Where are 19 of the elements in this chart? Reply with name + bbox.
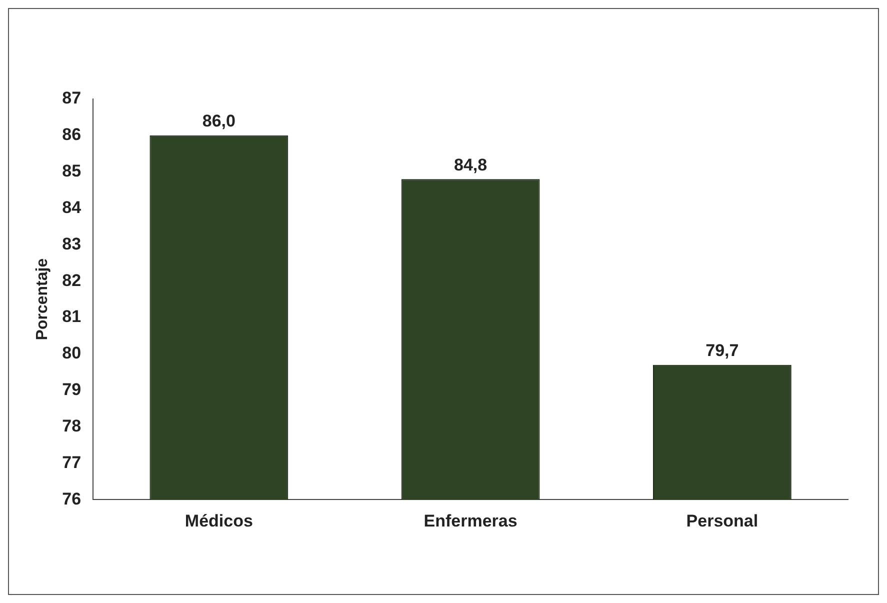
y-tick-label: 86 [62,125,82,144]
y-tick-label: 84 [62,198,82,217]
data-label: 86,0 [202,112,236,131]
data-label: 84,8 [454,155,488,174]
y-tick-label: 77 [62,452,82,472]
x-tick-label: Médicos [184,511,253,530]
y-tick-label: 87 [62,88,82,108]
y-axis-title: Porcentaje [34,258,52,340]
y-tick-label: 81 [62,307,82,326]
data-label: 79,7 [706,341,739,360]
y-tick-label: 83 [62,234,82,254]
y-tick-label: 76 [62,489,82,508]
x-tick-label: Personal [686,511,758,530]
y-tick-label: 82 [62,270,82,290]
x-tick-label: Enfermeras [424,511,518,530]
y-tick-label: 78 [62,416,82,436]
y-tick-label: 79 [62,380,82,400]
y-tick-label: 80 [62,344,82,363]
y-tick-label: 85 [62,162,82,181]
